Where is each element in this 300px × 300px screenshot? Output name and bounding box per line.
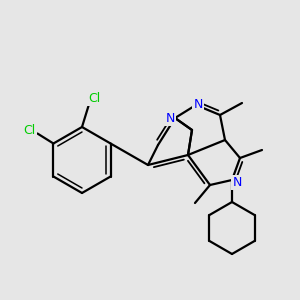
Text: Cl: Cl: [88, 92, 100, 104]
Text: N: N: [165, 112, 175, 124]
Text: N: N: [193, 98, 203, 110]
Text: Cl: Cl: [23, 124, 35, 137]
Text: N: N: [232, 176, 242, 188]
